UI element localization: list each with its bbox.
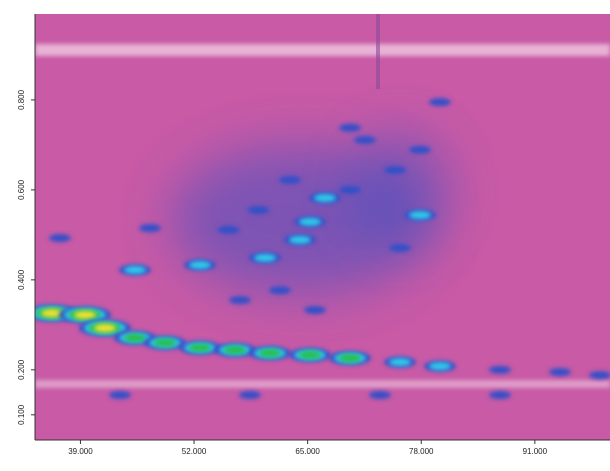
spot-core [299, 350, 322, 359]
spot [339, 123, 362, 132]
spot-core [188, 261, 211, 270]
spot [217, 225, 240, 234]
spot-core [313, 193, 336, 202]
spot [238, 391, 261, 400]
spot [139, 224, 161, 233]
spot [488, 391, 511, 400]
spot [303, 305, 326, 314]
spot [109, 391, 132, 400]
spot-core [288, 235, 311, 244]
spot [339, 185, 362, 194]
spot [229, 296, 252, 305]
artifact-band [35, 380, 610, 388]
spot-core [123, 265, 146, 274]
spot-core [224, 346, 247, 355]
spots [35, 98, 610, 400]
x-tick-label: 39.000 [68, 447, 93, 456]
spot-core [93, 323, 116, 332]
spot-core [428, 362, 451, 371]
haze [350, 130, 450, 250]
y-tick-label: 0.100 [17, 404, 26, 425]
spot [588, 371, 610, 380]
spot [428, 98, 451, 107]
spot-core [258, 349, 281, 358]
y-tick-label: 0.200 [17, 359, 26, 380]
spot [353, 135, 376, 144]
artifact-line [376, 14, 380, 89]
spot [278, 175, 301, 184]
spot [549, 368, 572, 377]
y-tick-label: 0.800 [17, 89, 26, 110]
artifact-band [35, 44, 610, 56]
y-tick-label: 0.400 [17, 269, 26, 290]
spot-core [339, 354, 362, 363]
spot [247, 206, 270, 215]
x-tick-label: 52.000 [182, 447, 207, 456]
spot-core [41, 309, 64, 318]
spot [369, 391, 391, 400]
spot [384, 166, 407, 175]
spot [268, 286, 291, 295]
spot [488, 365, 511, 374]
x-tick-label: 91.000 [523, 447, 548, 456]
spot-core [299, 217, 322, 226]
x-tick-label: 65.000 [295, 447, 320, 456]
spot [389, 243, 412, 252]
spot-core [188, 343, 211, 352]
spot-core [254, 253, 276, 262]
spot [48, 234, 71, 243]
spot-core [154, 338, 177, 347]
y-tick-label: 0.600 [17, 179, 26, 200]
spot-core [123, 333, 146, 342]
x-tick-label: 78.000 [409, 447, 434, 456]
spot-core [409, 211, 432, 220]
spot-core [73, 310, 96, 319]
spot [409, 145, 432, 154]
spot-core [389, 358, 412, 367]
